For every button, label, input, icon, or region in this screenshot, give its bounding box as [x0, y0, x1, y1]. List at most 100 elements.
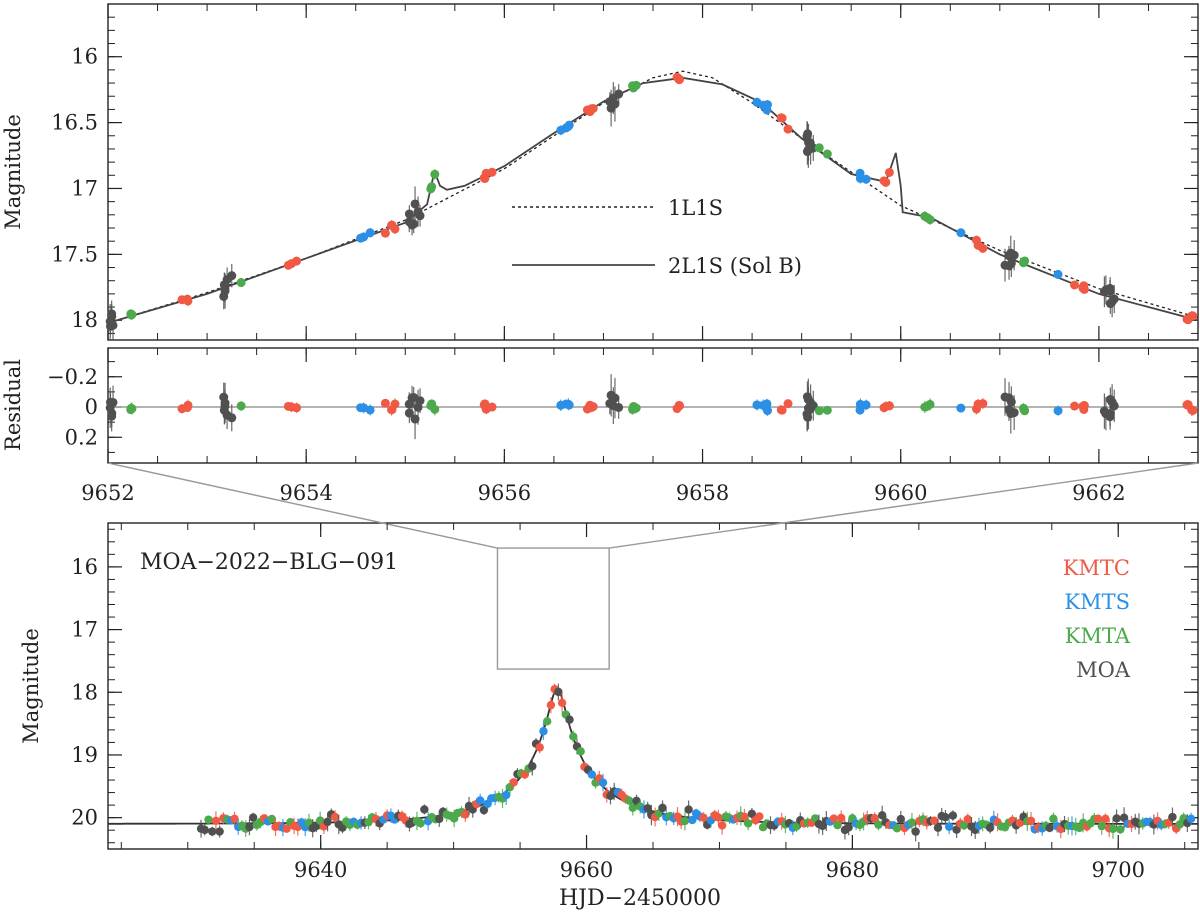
zoom-kmta-point [236, 278, 246, 288]
full-kmtc-point [1015, 818, 1025, 828]
zoom-kmtc-point [283, 260, 293, 270]
zoom-panel-frame [107, 3, 1199, 341]
zoom-kmtc-point [978, 243, 988, 253]
residual-kmtc-point [978, 399, 988, 409]
residual-kmta-point [631, 403, 641, 413]
tick-labels: 16 16.5 17 17.5 18 0.2 0 −0.2 9652 9654 9656 9658 96… [47, 45, 1145, 882]
zoom-kmta-point [1020, 256, 1030, 266]
residual-kmtc-point [1070, 401, 1080, 411]
zoom-ytick-label: 16.5 [51, 111, 98, 135]
residual-kmtc-point [283, 401, 293, 411]
residual-kmta-point [236, 401, 246, 411]
zoom-kmts-point [956, 228, 966, 238]
legend-kmtc: KMTC [1063, 556, 1130, 580]
residual-kmtc-point [487, 402, 497, 412]
zoom-moa-point [410, 199, 420, 209]
residual-moa-point [808, 401, 818, 411]
zoom-kmtc-point [972, 235, 982, 245]
full-ytick-label: 20 [71, 806, 98, 830]
zoom-kmtc-point [380, 228, 390, 238]
full-kmta-point [416, 819, 425, 828]
full-kmts-point [598, 778, 608, 787]
full-kmta-point [1175, 820, 1185, 829]
residual-moa-point [614, 402, 624, 412]
residual-kmta-point [920, 402, 930, 412]
full-kmts-point [475, 796, 485, 805]
zoom-kmts-point [356, 233, 366, 243]
full-kmta-point [267, 814, 276, 824]
zoom-kmta-point [920, 211, 930, 221]
zoom-kmts-point [564, 120, 574, 130]
zoom-kmts-point [556, 125, 566, 135]
full-moa-point [215, 827, 224, 836]
zoom-moa-point [614, 89, 624, 99]
residual-kmtc-point [586, 403, 596, 413]
zoom-kmta-point [426, 184, 436, 194]
full-kmta-point [1108, 824, 1118, 834]
legend-moa: MOA [1076, 658, 1131, 682]
residual-kmta-point [426, 401, 436, 411]
residual-kmts-point [365, 405, 375, 415]
full-kmtc-point [1101, 814, 1110, 824]
zoom-kmta-point [814, 143, 824, 153]
full-kmtc-point [557, 698, 567, 708]
residual-moa-point [107, 411, 117, 421]
full-ytick-label: 18 [71, 680, 98, 704]
residual-kmts-point [556, 400, 566, 410]
full-moa-point [948, 811, 958, 820]
zoom-kmtc-point [1183, 315, 1193, 325]
zoom-ytick-label: 16 [71, 45, 98, 69]
residual-kmts-point [956, 403, 966, 413]
full-ytick-label: 16 [71, 555, 98, 579]
full-moa-point [1045, 823, 1054, 833]
full-kmtc-point [963, 814, 972, 824]
full-xtick-label: 9640 [294, 858, 347, 882]
connector-line-left [107, 462, 498, 549]
full-moa-point [565, 715, 574, 724]
full-kmts-point [502, 790, 511, 800]
full-kmtc-point [1026, 816, 1036, 825]
full-kmta-point [576, 747, 585, 756]
residual-kmts-point [758, 400, 768, 410]
residual-kmtc-point [972, 404, 982, 414]
residual-kmtc-point [783, 399, 793, 409]
residual-ylabel: Residual [1, 359, 25, 451]
full-kmts-point [539, 727, 548, 736]
full-moa-point [1112, 814, 1121, 823]
full-xtick-label: 9680 [826, 858, 879, 882]
full-kmtc-point [740, 812, 749, 822]
full-kmta-point [542, 717, 552, 726]
full-moa-point [248, 813, 258, 822]
full-kmtc-point [330, 812, 340, 822]
full-kmtc-point [211, 816, 221, 826]
residual-kmtc-point [777, 405, 787, 415]
full-kmta-point [907, 818, 917, 827]
full-kmtc-point [829, 814, 838, 823]
residual-kmtc-point [390, 399, 400, 409]
full-xlabel: HJD−2450000 [559, 886, 721, 911]
full-kmtc-point [717, 821, 727, 830]
residual-kmtc-point [1183, 400, 1193, 410]
residual-xtick-label: 9656 [478, 481, 531, 505]
full-moa-point [643, 804, 652, 813]
full-moa-point [245, 822, 254, 832]
full-model-curve [108, 686, 1198, 825]
residual-ytick-label: 0 [85, 395, 98, 419]
full-kmtc-point [461, 810, 470, 819]
zoom-moa-point [1105, 299, 1115, 309]
residual-kmtc-point [480, 399, 490, 409]
full-moa-point [952, 825, 961, 834]
legend-kmta: KMTA [1065, 624, 1131, 648]
zoom-kmta-point [631, 80, 641, 90]
residual-moa-point [409, 392, 419, 402]
full-kmtc-point [230, 814, 239, 824]
zoom-kmtc-point [675, 74, 685, 84]
full-kmta-point [874, 820, 883, 829]
residual-ytick-label: −0.2 [47, 365, 98, 389]
residual-xtick-label: 9658 [676, 481, 729, 505]
legend-kmts: KMTS [1064, 590, 1130, 614]
residual-moa-point [1105, 394, 1115, 404]
full-kmta-point [680, 816, 690, 826]
connector-line-right [609, 462, 1199, 549]
